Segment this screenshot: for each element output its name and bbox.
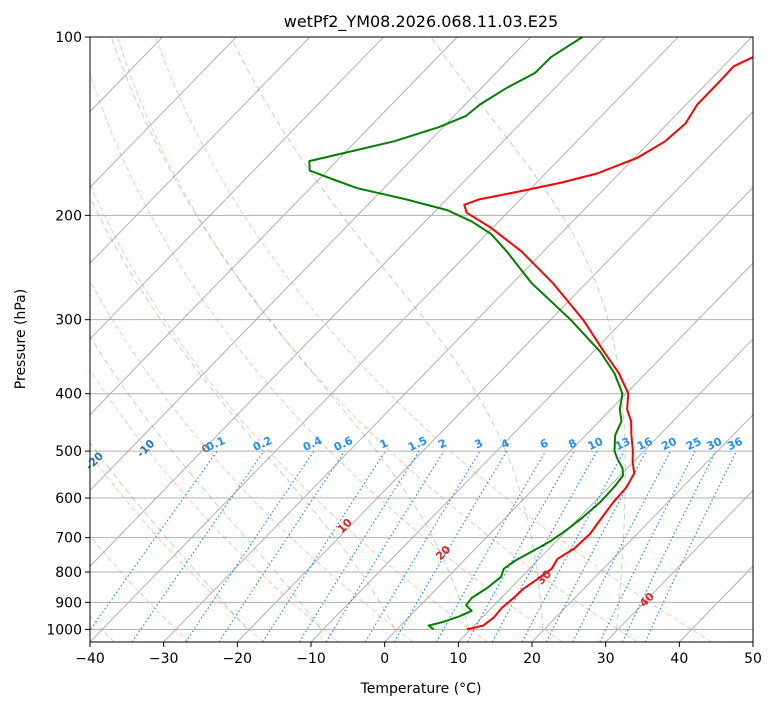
x-axis-label: Temperature (°C) [360, 681, 482, 697]
y-tick-label: 200 [55, 208, 82, 224]
overlay-layer [90, 37, 738, 642]
y-tick-label: 1000 [46, 622, 82, 638]
plot-area [90, 37, 753, 642]
y-tick-label: 100 [55, 30, 82, 46]
isotherm-gridline [163, 37, 753, 642]
chart-title: wetPf2_YM08.2026.068.11.03.E25 [284, 12, 558, 32]
isotherm-gridline [90, 37, 237, 189]
x-tick-label: −40 [75, 651, 105, 667]
y-tick-label: 300 [55, 313, 82, 329]
dewpoint-profile-line [308, 37, 624, 631]
moist-adiabat-line [90, 196, 396, 630]
mixing-ratio-label: 16 [635, 435, 655, 453]
mixing-ratio-line [131, 450, 265, 642]
temperature-profile-line [463, 56, 753, 631]
plot-frame [89, 36, 754, 643]
dry-adiabat-line [90, 71, 563, 642]
x-tick-label: 10 [449, 651, 467, 667]
isotherm-gridline [90, 37, 679, 642]
isotherm-gridline [310, 186, 753, 642]
isotherm-gridline [90, 37, 458, 416]
dry-adiabat-line [90, 279, 414, 642]
isotherm-gridline [531, 413, 753, 642]
isotherm-gridline [605, 489, 753, 642]
y-tick-label: 400 [55, 387, 82, 403]
mixing-ratio-label: 36 [725, 435, 745, 453]
dry-adiabat-line [116, 37, 638, 642]
mixing-ratio-line [185, 450, 315, 642]
x-tick-label: −20 [223, 651, 253, 667]
isotherm-gridline [384, 262, 753, 642]
x-tick-label: 50 [744, 651, 762, 667]
mixing-ratio-label: 10 [586, 435, 606, 453]
y-tick-label: 900 [55, 595, 82, 611]
isotherm-gridline [90, 37, 384, 340]
moist-adiabat-line [230, 37, 544, 630]
y-tick-label: 600 [55, 491, 82, 507]
dry-adiabat-line [90, 535, 190, 642]
x-tick-label: 40 [670, 651, 688, 667]
mixing-ratio-line [521, 450, 625, 642]
mixing-ratio-line [90, 450, 218, 632]
isotherm-gridline [90, 37, 605, 567]
moist-adiabat-line [110, 37, 470, 630]
mixing-ratio-line [599, 450, 696, 642]
mixing-ratio-label: 30 [705, 435, 725, 453]
dry-adiabat-line [155, 37, 712, 642]
moist-adiabat-line [430, 37, 626, 630]
mixing-ratio-line [325, 450, 445, 642]
grid-layer [90, 37, 753, 642]
dry-adiabat-line [90, 368, 339, 642]
series-layer [308, 37, 753, 631]
dry-adiabat-line [90, 183, 488, 642]
mixing-ratio-line [218, 450, 346, 642]
y-tick-label: 800 [55, 565, 82, 581]
mixing-ratio-label: 13 [613, 435, 632, 453]
x-tick-label: 30 [597, 651, 615, 667]
axis-layer: −40 −30 −20 −10 0 10 20 30 40 50 1000 900 800 700 600 5… [46, 30, 762, 667]
mixing-ratio-line [262, 450, 386, 642]
x-tick-label: −30 [149, 651, 179, 667]
x-tick-label: −10 [296, 651, 326, 667]
mixing-ratio-label: 20 [659, 435, 679, 453]
y-axis-label: Pressure (hPa) [13, 289, 29, 389]
y-tick-label: 700 [55, 531, 82, 547]
x-tick-label: 20 [523, 651, 541, 667]
isotherm-gridline [90, 37, 311, 264]
isotherm-gridline [457, 338, 753, 642]
isotherm-gridline [236, 110, 753, 642]
moist-adiabat-line [90, 335, 322, 630]
mixing-ratio-label: 25 [684, 435, 703, 453]
isotherm-gridline [90, 37, 532, 492]
y-tick-label: 500 [55, 444, 82, 460]
moist-adiabat-line [90, 441, 248, 630]
mixing-ratio-line [491, 450, 598, 642]
x-tick-label: 0 [380, 651, 389, 667]
